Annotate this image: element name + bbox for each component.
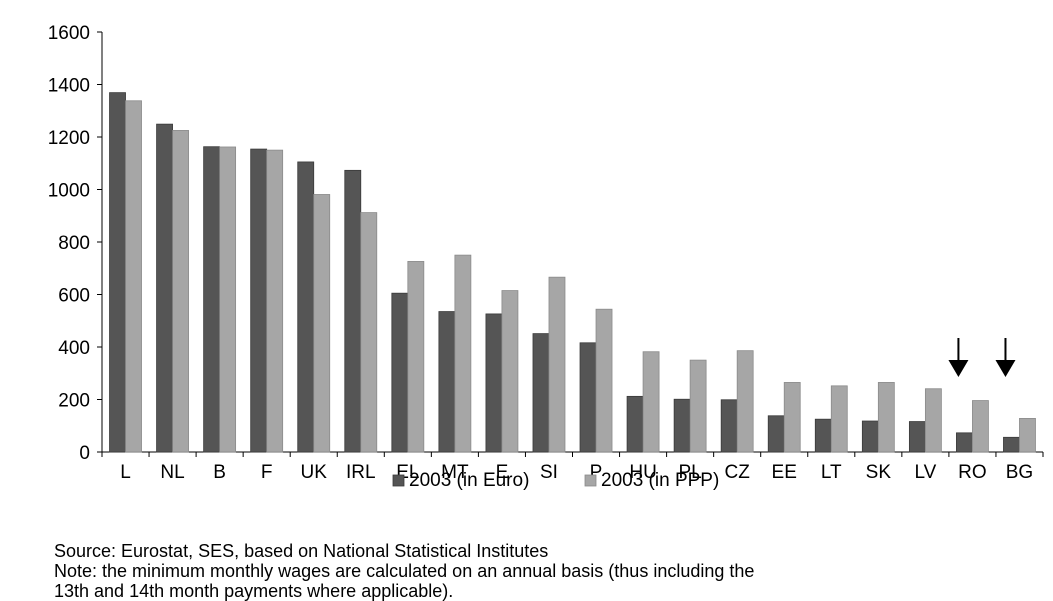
bar-ppp-e xyxy=(501,290,519,453)
bar-euro-lt xyxy=(814,418,832,453)
bar-euro-f xyxy=(250,148,268,453)
bar-ppp-hu xyxy=(642,351,660,453)
x-tick-label: CZ xyxy=(725,462,751,483)
bar-ppp-pl xyxy=(689,359,707,453)
bar-ppp-irl xyxy=(360,212,378,453)
bar-ppp-l xyxy=(125,100,142,453)
x-tick-label: RO xyxy=(958,462,987,483)
y-tick-label: 800 xyxy=(58,233,90,254)
bar-ppp-nl xyxy=(172,130,189,453)
bar-ppp-si xyxy=(548,276,566,453)
legend-label-euro: 2003 (in Euro) xyxy=(409,470,529,491)
x-tick-label: NL xyxy=(160,462,184,483)
legend-swatch-euro xyxy=(392,474,405,487)
bar-ppp-sk xyxy=(877,382,895,453)
x-tick-label: SI xyxy=(540,462,558,483)
bar-ppp-bg xyxy=(1019,417,1036,453)
source-line: Source: Eurostat, SES, based on National… xyxy=(54,541,549,561)
source-notes: Source: Eurostat, SES, based on National… xyxy=(54,541,754,601)
y-tick-label: 1200 xyxy=(48,128,90,149)
bar-ppp-ro xyxy=(972,400,989,453)
bar-euro-e xyxy=(485,313,503,453)
x-tick-label: F xyxy=(261,462,273,483)
bar-euro-pl xyxy=(673,398,691,453)
y-tick-label: 1400 xyxy=(48,76,90,97)
bar-ppp-uk xyxy=(313,194,331,453)
x-tick-label: IRL xyxy=(346,462,376,483)
x-tick-label: E xyxy=(496,462,509,483)
legend-label-ppp: 2003 (in PPP) xyxy=(601,470,719,491)
bar-euro-si xyxy=(532,333,550,453)
x-tick-label: PL xyxy=(679,462,702,483)
bar-euro-ro xyxy=(956,432,973,453)
y-tick-label: 400 xyxy=(58,338,90,359)
y-tick-label: 1000 xyxy=(48,181,90,202)
bar-euro-bg xyxy=(1003,436,1020,453)
note-line-1: Note: the minimum monthly wages are calc… xyxy=(54,561,755,581)
bar-euro-lv xyxy=(908,421,926,453)
bar-euro-l xyxy=(109,92,126,453)
bar-euro-ee xyxy=(767,415,785,453)
bar-euro-cz xyxy=(720,399,738,453)
x-tick-label: BG xyxy=(1006,462,1033,483)
x-tick-label: HU xyxy=(629,462,656,483)
bar-euro-irl xyxy=(344,169,362,453)
x-tick-label: B xyxy=(213,462,226,483)
y-tick-label: 200 xyxy=(58,391,90,412)
arrow-down-icon xyxy=(995,360,1016,377)
bar-euro-nl xyxy=(156,123,173,453)
bar-ppp-lt xyxy=(830,385,848,453)
arrow-down-icon xyxy=(948,360,969,377)
x-tick-label: SK xyxy=(866,462,892,483)
bar-ppp-f xyxy=(266,149,284,453)
bar-ppp-mt xyxy=(454,254,472,453)
bar-euro-el xyxy=(391,292,409,453)
note-line-2: 13th and 14th month payments where appli… xyxy=(54,581,454,601)
x-tick-label: UK xyxy=(301,462,328,483)
bar-ppp-lv xyxy=(924,388,942,453)
bar-euro-sk xyxy=(861,420,879,453)
legend-swatch-ppp xyxy=(584,474,597,487)
x-tick-label: LT xyxy=(821,462,842,483)
bar-euro-b xyxy=(203,146,221,453)
y-tick-label: 600 xyxy=(58,286,90,307)
bar-ppp-el xyxy=(407,261,425,453)
x-tick-label: EE xyxy=(772,462,797,483)
bar-ppp-b xyxy=(219,146,237,453)
bar-ppp-p xyxy=(595,308,613,453)
bar-euro-mt xyxy=(438,311,456,453)
bar-ppp-cz xyxy=(736,350,754,453)
x-tick-label: MT xyxy=(441,462,469,483)
bar-euro-uk xyxy=(297,161,315,453)
bar-euro-hu xyxy=(626,395,644,453)
bar-ppp-ee xyxy=(783,382,801,453)
y-tick-label: 1600 xyxy=(48,23,90,44)
bar-euro-p xyxy=(579,342,597,453)
y-tick-label: 0 xyxy=(79,443,90,464)
x-tick-label: L xyxy=(120,462,131,483)
x-tick-label: LV xyxy=(914,462,936,483)
